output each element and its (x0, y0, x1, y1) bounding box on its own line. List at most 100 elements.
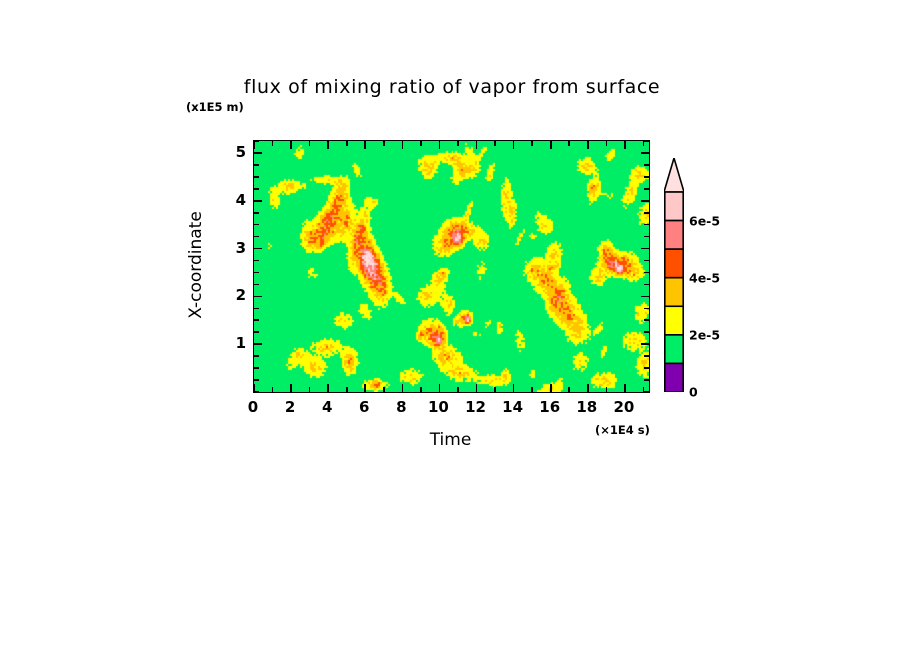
x-tick (568, 387, 571, 392)
y-tick-label: 4 (235, 190, 246, 209)
x-tick (420, 387, 422, 392)
y-tick-right (644, 331, 649, 334)
y-tick (254, 199, 262, 202)
x-tick-top (587, 141, 589, 149)
x-tick-top (568, 141, 571, 146)
y-tick-right (644, 211, 649, 214)
y-tick-label: 1 (235, 334, 246, 353)
x-tick-label: 6 (359, 398, 370, 416)
x-tick-label: 18 (576, 398, 598, 416)
colorbar-band (664, 219, 684, 250)
x-tick-top (624, 141, 626, 149)
y-tick (254, 188, 259, 190)
y-tick-right (644, 271, 649, 274)
colorbar-band (664, 305, 684, 336)
y-tick-right (644, 259, 649, 262)
y-tick (254, 141, 259, 142)
y-tick (254, 235, 259, 238)
colorbar-tick-label: 2e-5 (689, 327, 721, 343)
x-tick-top (494, 141, 496, 146)
y-tick (254, 211, 259, 214)
x-tick-top (512, 141, 515, 149)
x-tick (512, 384, 515, 392)
y-tick-right (644, 141, 649, 142)
x-tick-label: 0 (247, 398, 259, 416)
y-tick (254, 319, 259, 322)
x-tick (290, 384, 292, 392)
x-tick-label: 10 (428, 398, 449, 416)
y-tick (254, 259, 259, 262)
x-tick (457, 387, 459, 392)
y-tick (254, 152, 262, 154)
y-tick (254, 343, 262, 345)
x-tick-label: 12 (465, 398, 486, 416)
x-axis-unit-label: (×1E4 s) (595, 423, 650, 437)
y-tick (254, 295, 262, 298)
y-tick-right (644, 379, 649, 381)
x-tick-top (290, 141, 292, 149)
y-tick-right (644, 391, 649, 392)
y-tick-right (641, 295, 649, 298)
x-tick (271, 387, 274, 392)
y-tick (254, 247, 262, 250)
x-tick-top (401, 141, 404, 149)
x-tick-top (345, 141, 348, 146)
y-tick (254, 331, 259, 334)
x-tick-top (475, 141, 478, 149)
x-tick-label: 8 (396, 398, 407, 416)
x-tick-top (420, 141, 422, 146)
y-tick-right (644, 223, 649, 226)
y-tick (254, 223, 259, 226)
y-tick-right (644, 319, 649, 322)
x-tick-label: 20 (613, 398, 635, 416)
x-tick-top (271, 141, 274, 146)
x-tick-top (642, 141, 645, 146)
x-tick-label: 2 (284, 398, 296, 416)
y-tick-label: 5 (235, 142, 246, 161)
y-tick (254, 355, 259, 357)
x-tick-top (549, 141, 552, 149)
colorbar-tick-label: 4e-5 (689, 270, 721, 286)
plot-area (253, 140, 650, 393)
x-tick-top (254, 141, 255, 149)
y-tick-right (644, 367, 649, 369)
page-title: flux of mixing ratio of vapor from surfa… (243, 76, 661, 98)
y-axis-label: X-coordinate (186, 211, 206, 319)
x-tick-top (364, 141, 367, 149)
y-tick (254, 271, 259, 274)
colorbar-extend-arrow (664, 158, 684, 193)
y-tick-right (641, 199, 649, 202)
x-tick (254, 384, 255, 392)
y-tick-right (644, 235, 649, 238)
colorbar-band (664, 362, 684, 392)
y-tick-label: 3 (235, 238, 246, 257)
y-axis-unit-label: (x1E5 m) (186, 100, 244, 114)
x-tick-top (457, 141, 459, 146)
colorbar-tick-label: 0 (689, 384, 698, 400)
colorbar-band (664, 334, 684, 365)
y-tick-label: 2 (235, 286, 246, 305)
y-tick (254, 164, 259, 166)
x-tick-label: 16 (539, 398, 561, 416)
y-tick-right (644, 164, 649, 166)
x-tick (327, 384, 329, 392)
colorbar-band (664, 248, 684, 279)
x-tick (624, 384, 626, 392)
y-tick-right (644, 283, 649, 286)
x-tick-top (605, 141, 608, 146)
y-tick (254, 391, 259, 392)
x-tick (642, 387, 645, 392)
y-tick (254, 307, 259, 310)
x-tick-label: 4 (321, 398, 333, 416)
x-tick-label: 14 (502, 398, 524, 416)
x-tick (531, 387, 533, 392)
y-tick-right (641, 152, 649, 154)
colorbar-swatches (664, 158, 684, 392)
x-tick (494, 387, 496, 392)
y-tick (254, 379, 259, 381)
x-tick (605, 387, 608, 392)
x-tick (475, 384, 478, 392)
x-tick-top (383, 141, 385, 146)
y-tick-right (644, 188, 649, 190)
